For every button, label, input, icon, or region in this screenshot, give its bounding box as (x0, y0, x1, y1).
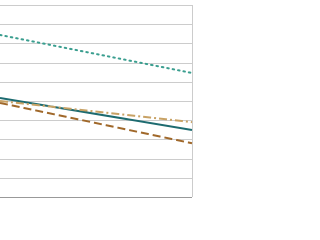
line-series (0, 96, 193, 131)
chart (0, 5, 193, 198)
line-series (0, 33, 193, 74)
line-series (0, 100, 193, 124)
page: (() => { const data = JSON.parse(documen… (0, 5, 193, 198)
line-series (0, 101, 193, 145)
